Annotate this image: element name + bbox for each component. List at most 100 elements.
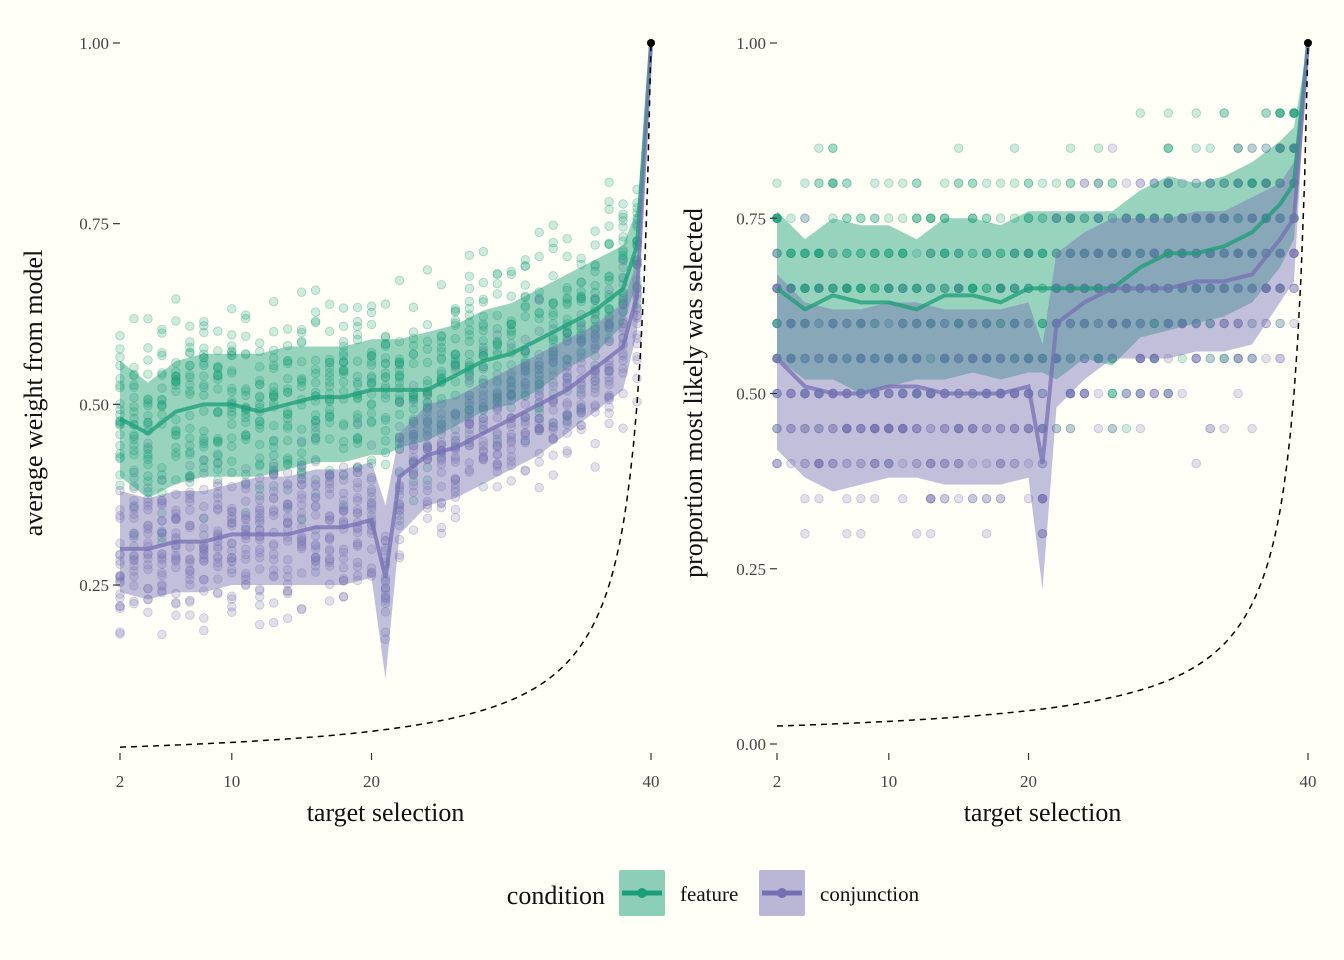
data-point-conjunction: [380, 598, 391, 608]
data-point-conjunction: [143, 528, 153, 539]
data-point-conjunction: [255, 515, 265, 525]
data-point-conjunction: [185, 565, 195, 575]
data-point-feature: [310, 355, 321, 366]
data-point-conjunction: [324, 532, 335, 542]
data-point-conjunction: [1247, 353, 1257, 364]
data-point-feature: [129, 481, 139, 491]
data-point-feature: [562, 285, 572, 295]
data-point-feature: [534, 287, 544, 297]
data-point-feature: [282, 502, 293, 512]
data-point-conjunction: [255, 473, 265, 483]
data-point-conjunction: [227, 556, 237, 567]
data-point-feature: [227, 346, 237, 356]
data-point-feature: [213, 361, 223, 372]
data-point-conjunction: [506, 460, 516, 471]
data-point-conjunction: [436, 425, 447, 435]
data-point-feature: [338, 436, 349, 447]
data-point-feature: [255, 453, 265, 463]
data-point-feature: [506, 327, 516, 337]
data-point-feature: [1065, 143, 1076, 153]
data-point-conjunction: [185, 597, 195, 607]
data-point-feature: [366, 378, 377, 388]
data-point-feature: [548, 334, 558, 344]
data-point-feature: [618, 293, 628, 304]
data-point-feature: [129, 413, 139, 424]
data-point-feature: [171, 375, 181, 385]
data-point-conjunction: [338, 576, 349, 586]
data-point-feature: [199, 343, 209, 353]
data-point-feature: [576, 337, 586, 347]
data-point-feature: [408, 394, 419, 405]
data-point-feature: [157, 324, 167, 335]
data-point-feature: [352, 356, 363, 366]
data-point-conjunction: [842, 529, 852, 539]
data-point-feature: [380, 299, 391, 309]
data-point-conjunction: [478, 452, 489, 462]
data-point-conjunction: [450, 431, 461, 441]
data-point-conjunction: [380, 583, 391, 593]
data-point-feature: [171, 371, 181, 381]
data-point-conjunction: [380, 593, 391, 604]
data-point-feature: [296, 328, 307, 338]
data-point-feature: [436, 421, 447, 431]
data-point-feature: [366, 455, 377, 465]
data-point-feature: [394, 397, 405, 407]
data-point-conjunction: [814, 493, 824, 504]
data-point-feature: [296, 438, 307, 448]
data-point-conjunction: [296, 604, 307, 615]
data-point-feature: [604, 313, 614, 324]
data-point-feature: [324, 465, 335, 476]
data-point-feature: [296, 381, 307, 392]
data-point-feature: [618, 222, 628, 232]
data-point-conjunction: [478, 393, 489, 404]
data-point-feature: [548, 310, 558, 321]
data-point-conjunction: [255, 586, 265, 596]
data-point-feature: [1121, 423, 1132, 434]
data-point-feature: [408, 392, 419, 402]
data-point-feature: [241, 413, 251, 423]
y-tick-label: 0.00: [736, 735, 766, 754]
data-point-conjunction: [436, 498, 447, 508]
data-point-feature: [310, 475, 321, 485]
data-point-feature: [338, 418, 349, 429]
data-point-feature: [422, 401, 433, 412]
data-point-feature: [618, 254, 628, 265]
data-point-feature: [171, 451, 181, 461]
x-axis-title: target selection: [307, 798, 465, 827]
data-point-feature: [562, 328, 572, 339]
data-point-feature: [604, 239, 614, 249]
data-point-conjunction: [324, 533, 335, 544]
data-point-conjunction: [282, 536, 293, 546]
data-point-feature: [590, 315, 600, 325]
data-point-conjunction: [408, 425, 419, 436]
data-point-conjunction: [115, 571, 125, 582]
data-point-conjunction: [366, 502, 377, 512]
data-point-feature: [366, 351, 377, 361]
data-point-feature: [394, 373, 405, 383]
data-point-feature: [534, 357, 544, 367]
data-point-feature: [618, 290, 628, 301]
data-point-conjunction: [464, 458, 475, 468]
data-point-conjunction: [213, 481, 223, 491]
data-point-conjunction: [129, 596, 139, 606]
data-point-conjunction: [422, 513, 433, 524]
data-point-feature: [590, 226, 600, 236]
data-point-feature: [213, 457, 223, 468]
data-point-conjunction: [324, 557, 335, 568]
data-point-conjunction: [1107, 143, 1118, 153]
data-point-feature: [842, 178, 852, 188]
data-point-conjunction: [436, 419, 447, 429]
data-point-conjunction: [1247, 143, 1257, 153]
data-point-conjunction: [282, 504, 293, 514]
data-point-feature: [576, 334, 586, 344]
data-point-conjunction: [408, 429, 419, 439]
data-point-conjunction: [408, 487, 419, 497]
data-point-conjunction: [324, 476, 335, 486]
data-point-conjunction: [269, 549, 279, 559]
x-axis-title: target selection: [964, 798, 1122, 827]
data-point-conjunction: [269, 539, 279, 549]
data-point-conjunction: [436, 528, 447, 539]
data-point-feature: [408, 470, 419, 480]
data-point-feature: [199, 321, 209, 331]
data-point-conjunction: [157, 528, 167, 538]
